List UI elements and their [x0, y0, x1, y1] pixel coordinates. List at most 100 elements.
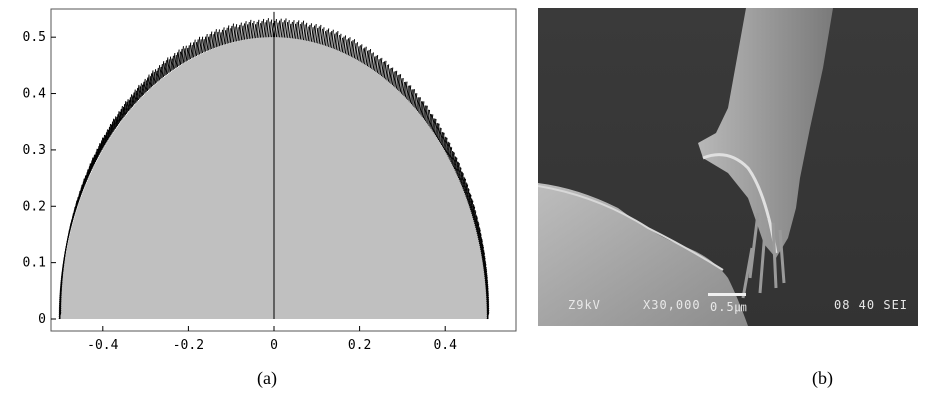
error-band-tick — [404, 81, 408, 98]
error-band-tick — [439, 131, 443, 144]
error-band-tick — [483, 260, 486, 269]
error-band-tick — [477, 226, 480, 237]
error-band-tick — [162, 63, 166, 78]
error-band-tick — [315, 27, 319, 43]
error-band-tick — [99, 140, 103, 154]
sem-micrograph: Z9kV X30,000 0.5㎛ 08 40 SEI — [538, 8, 918, 326]
error-band-tick — [250, 23, 253, 39]
error-band-tick — [379, 57, 383, 75]
error-band-tick — [287, 20, 290, 38]
error-band-tick — [139, 83, 142, 99]
error-band-tick — [444, 137, 448, 152]
error-band-tick — [381, 61, 384, 77]
error-band-tick — [413, 93, 417, 107]
error-band-tick — [258, 23, 261, 38]
error-band-tick — [429, 114, 433, 128]
error-band-tick — [201, 39, 205, 54]
error-band-tick — [402, 82, 405, 95]
error-band-tick — [474, 214, 477, 225]
error-band-tick — [422, 105, 426, 119]
error-band-tick — [431, 118, 435, 131]
error-band-tick — [403, 81, 407, 97]
error-band-tick — [296, 20, 300, 39]
error-band-tick — [128, 97, 131, 112]
error-band-tick — [106, 129, 110, 142]
error-band-tick — [282, 20, 285, 38]
error-band-tick — [167, 59, 170, 74]
error-band-tick — [486, 294, 489, 303]
error-band-tick — [441, 132, 445, 147]
error-band-tick — [178, 51, 182, 67]
error-band-tick — [185, 47, 189, 62]
error-band-tick — [299, 22, 303, 40]
error-band-tick — [156, 67, 159, 83]
error-band-tick — [334, 32, 337, 50]
error-band-tick — [421, 101, 425, 117]
error-band-tick — [407, 85, 411, 101]
error-band-tick — [483, 264, 487, 273]
error-band-tick — [92, 154, 96, 168]
error-band-tick — [352, 39, 356, 58]
error-band-tick — [341, 36, 345, 53]
error-band-tick — [453, 156, 457, 170]
error-band-tick — [160, 64, 163, 80]
error-band-tick — [212, 31, 216, 49]
error-band-tick — [378, 58, 381, 74]
error-band-tick — [425, 105, 428, 122]
error-band-tick — [253, 24, 257, 39]
error-band-tick — [256, 19, 260, 39]
error-band-tick — [371, 52, 374, 69]
error-band-tick — [461, 173, 464, 186]
error-band-tick — [456, 162, 460, 175]
error-band-tick — [135, 87, 139, 103]
error-band-tick — [259, 20, 263, 38]
error-band-tick — [245, 24, 249, 40]
error-band-tick — [103, 135, 107, 147]
error-band-tick — [420, 101, 424, 116]
error-band-tick — [110, 121, 114, 136]
error-band-tick — [190, 44, 193, 60]
error-band-tick — [279, 18, 282, 38]
error-band-tick — [428, 113, 432, 126]
error-band-tick — [397, 74, 400, 90]
error-band-tick — [123, 101, 127, 117]
error-band-tick — [468, 194, 472, 207]
error-band-tick — [188, 42, 192, 60]
error-band-tick — [122, 104, 126, 119]
error-band-tick — [435, 123, 439, 137]
error-band-tick — [144, 80, 147, 94]
error-band-tick — [353, 43, 357, 59]
error-band-tick — [97, 143, 101, 157]
error-band-tick — [120, 106, 123, 122]
error-band-tick — [486, 292, 489, 301]
error-band-tick — [181, 46, 184, 65]
error-band-tick — [248, 19, 252, 39]
error-band-tick — [398, 74, 402, 92]
error-band-tick — [394, 70, 398, 88]
error-band-tick — [164, 60, 167, 77]
error-band-tick — [485, 288, 489, 296]
error-band-tick — [406, 85, 409, 99]
error-band-tick — [231, 23, 234, 43]
error-band-tick — [274, 18, 277, 38]
error-band-tick — [133, 89, 136, 106]
error-band-tick — [458, 167, 462, 180]
sem-code-label: 08 40 SEI — [834, 298, 909, 312]
error-band-tick — [242, 23, 246, 41]
error-band-tick — [457, 163, 460, 177]
error-band-tick — [427, 109, 431, 125]
error-band-tick — [470, 199, 473, 211]
error-band-tick — [137, 86, 141, 101]
error-band-tick — [359, 44, 363, 62]
error-band-tick — [195, 39, 199, 56]
error-band-tick — [481, 251, 485, 261]
x-axis-ticks: -0.4 -0.2 0 0.2 0.4 — [87, 326, 457, 353]
error-band-tick — [433, 118, 437, 134]
error-band-tick — [485, 277, 488, 286]
error-band-tick — [275, 22, 279, 38]
error-band-tick — [107, 126, 111, 141]
error-band-tick — [318, 24, 322, 44]
error-band-tick — [104, 132, 108, 146]
error-band-tick — [105, 129, 109, 144]
error-band-tick — [264, 20, 268, 38]
